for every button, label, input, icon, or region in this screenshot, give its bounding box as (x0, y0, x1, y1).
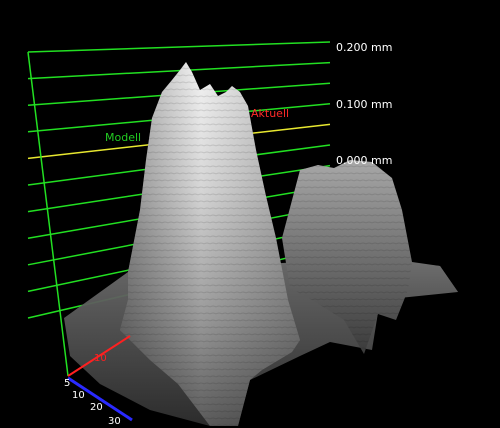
scale-label-mid: 0.100 mm (336, 98, 392, 111)
grid-line (27, 41, 331, 53)
grid-vertical-edge (27, 51, 69, 377)
z-axis-tick-5: 5 (64, 378, 70, 389)
z-axis-tick-30: 30 (108, 416, 121, 427)
grid-line (27, 61, 331, 80)
z-axis-tick-10: 10 (72, 390, 85, 401)
actual-label: Aktuell (251, 107, 289, 120)
surface-main-peak-contours (120, 62, 300, 426)
z-axis-line (67, 376, 133, 422)
scale-label-zero: 0.000 mm (336, 154, 392, 167)
scale-label-max: 0.200 mm (336, 41, 392, 54)
x-axis-line (67, 335, 131, 377)
x-axis-label: 10 (94, 353, 107, 364)
surface-right-ridge-contours (282, 160, 412, 354)
model-label: Modell (105, 131, 141, 144)
z-axis-tick-20: 20 (90, 402, 103, 413)
